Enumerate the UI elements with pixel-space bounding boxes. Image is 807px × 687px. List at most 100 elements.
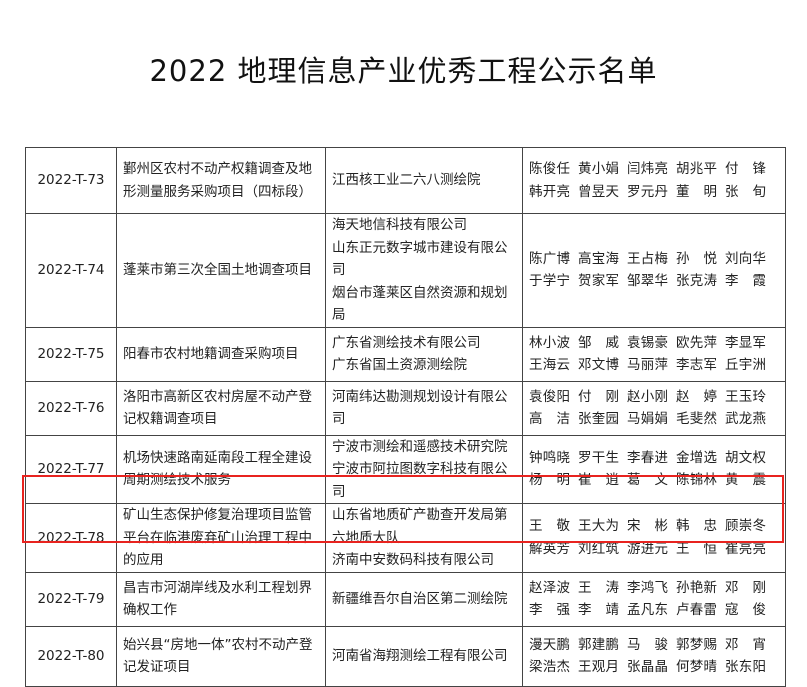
organization: 江西核工业二六八测绘院 <box>332 172 481 189</box>
organizations: 新疆维吾尔自治区第二测绘院 <box>325 571 523 627</box>
organization: 广东省测绘技术有限公司 <box>332 334 481 351</box>
organizations: 河南纬达勘测规划设计有限公司 <box>325 380 523 436</box>
person-name: 张克涛 <box>676 273 717 290</box>
person-name: 赵小刚 <box>627 388 668 405</box>
personnel-line: 韩开亮 曾昱天 罗元丹 董明 张旬 <box>529 181 779 204</box>
organization: 山东正元数字城市建设有限公司 <box>332 239 508 279</box>
table-row: 2022-T-78 矿山生态保护修复治理项目监管平台在临港废弃矿山治理工程中的应用… <box>25 503 786 573</box>
project-name: 洛阳市高新区农村房屋不动产登记权籍调查项目 <box>116 380 326 436</box>
person-name: 韩忠 <box>676 518 717 535</box>
person-name: 黄震 <box>725 472 766 489</box>
person-name: 漫天鹏 <box>529 636 570 653</box>
organizations: 广东省测绘技术有限公司 广东省国土资源测绘院 <box>325 326 523 382</box>
personnel: 漫天鹏 郭建鹏 马骏 郭梦赐 邓宵 梁浩杰 王观月 张晶晶 何梦晴 张东阳 <box>522 625 786 687</box>
person-name: 胡兆平 <box>676 161 717 177</box>
person-name: 李志军 <box>676 357 717 373</box>
person-name: 于学宁 <box>529 273 570 290</box>
person-name: 崔逍 <box>578 472 619 489</box>
person-name: 钟鸣晓 <box>529 449 570 466</box>
person-name: 金增选 <box>676 449 717 466</box>
personnel-line: 袁俊阳 付刚 赵小刚 赵婷 王玉玲 <box>529 386 779 409</box>
personnel-line: 林小波 邹威 袁锡豪 欧先萍 李显军 <box>529 332 779 355</box>
personnel-line: 梁浩杰 王观月 张晶晶 何梦晴 张东阳 <box>529 656 779 679</box>
person-name: 寇俊 <box>725 602 766 618</box>
person-name: 马娟娟 <box>627 411 668 427</box>
person-name: 武龙燕 <box>725 411 766 427</box>
page-title: 2022 地理信息产业优秀工程公示名单 <box>149 54 658 88</box>
personnel-line: 赵泽波 王涛 李鸿飞 孙艳新 邓刚 <box>529 577 779 600</box>
person-name: 董明 <box>676 183 717 200</box>
person-name: 张旬 <box>725 183 766 200</box>
personnel-line: 漫天鹏 郭建鹏 马骏 郭梦赐 邓宵 <box>529 634 779 657</box>
personnel-line: 李强 李靖 孟凡东 卢春雷 寇俊 <box>529 599 779 622</box>
person-name: 刘向华 <box>725 250 766 267</box>
person-name: 王敬 <box>529 518 570 535</box>
person-name: 袁俊阳 <box>529 388 570 405</box>
organization: 河南省海翔测绘工程有限公司 <box>332 647 508 664</box>
personnel-line: 陈广博 高宝海 王占梅 孙悦 刘向华 <box>529 248 779 271</box>
person-name: 李靖 <box>578 602 619 618</box>
personnel-line: 解英芳 刘红筑 游进元 王恒 崔亮亮 <box>529 538 779 561</box>
person-name: 王大为 <box>578 518 619 535</box>
personnel: 陈广博 高宝海 王占梅 孙悦 刘向华 于学宁 贺家军 邹翠华 张克涛 李霞 <box>522 213 786 328</box>
organization: 山东省地质矿产勘查开发局第六地质大队 <box>332 507 508 546</box>
project-name: 鄞州区农村不动产权籍调查及地形测量服务采购项目（四标段） <box>116 147 326 214</box>
personnel-line: 高洁 张奎园 马娟娟 毛斐然 武龙燕 <box>529 408 779 431</box>
person-name: 孙艳新 <box>676 579 717 596</box>
personnel-line: 于学宁 贺家军 邹翠华 张克涛 李霞 <box>529 270 779 293</box>
project-code: 2022-T-75 <box>25 326 117 382</box>
organization: 宁波市测绘和遥感技术研究院 <box>332 438 508 455</box>
table-row: 2022-T-76 洛阳市高新区农村房屋不动产登记权籍调查项目 河南纬达勘测规划设计… <box>25 380 786 436</box>
personnel-line: 杨明 崔逍 葛文 陈锦林 黄震 <box>529 469 779 492</box>
table-row: 2022-T-73 鄞州区农村不动产权籍调查及地形测量服务采购项目（四标段） 江西核… <box>25 147 786 214</box>
person-name: 贺家军 <box>578 273 619 290</box>
personnel: 钟鸣晓 罗干生 李春进 金增选 胡文权 杨明 崔逍 葛文 陈锦林 黄震 <box>522 434 786 504</box>
person-name: 陈俊任 <box>529 161 570 177</box>
organization: 河南纬达勘测规划设计有限公司 <box>332 388 508 428</box>
project-code: 2022-T-73 <box>25 147 117 214</box>
organizations: 山东省地质矿产勘查开发局第六地质大队济南中安数码科技有限公司 <box>325 503 523 573</box>
organizations: 江西核工业二六八测绘院 <box>325 147 523 214</box>
person-name: 李鸿飞 <box>627 579 668 596</box>
organization: 济南中安数码科技有限公司 <box>332 552 494 568</box>
person-name: 崔亮亮 <box>725 540 766 557</box>
person-name: 邓宵 <box>725 636 766 653</box>
person-name: 李强 <box>529 602 570 618</box>
personnel: 陈俊任 黄小娟 闫炜亮 胡兆平 付锋 韩开亮 曾昱天 罗元丹 董明 张旬 <box>522 147 786 214</box>
person-name: 袁锡豪 <box>627 334 668 351</box>
project-code: 2022-T-80 <box>25 625 117 687</box>
organizations: 河南省海翔测绘工程有限公司 <box>325 625 523 687</box>
person-name: 李春进 <box>627 449 668 466</box>
person-name: 葛文 <box>627 472 668 489</box>
organizations: 海天地信科技有限公司山东正元数字城市建设有限公司 烟台市蓬莱区自然资源和规划局 <box>325 213 523 328</box>
person-name: 卢春雷 <box>676 602 717 618</box>
person-name: 邹翠华 <box>627 273 668 290</box>
person-name: 陈广博 <box>529 250 570 267</box>
project-name: 阳春市农村地籍调查采购项目 <box>116 326 326 382</box>
personnel: 赵泽波 王涛 李鸿飞 孙艳新 邓刚 李强 李靖 孟凡东 卢春雷 寇俊 <box>522 571 786 627</box>
person-name: 王观月 <box>578 659 619 675</box>
personnel-line: 钟鸣晓 罗干生 李春进 金增选 胡文权 <box>529 447 779 470</box>
person-name: 邓刚 <box>725 579 766 596</box>
person-name: 王恒 <box>676 540 717 557</box>
person-name: 李显军 <box>725 334 766 351</box>
table-row: 2022-T-77 机场快速路南延南段工程全建设周期测绘技术服务 宁波市测绘和遥感技… <box>25 434 786 504</box>
person-name: 罗干生 <box>578 449 619 466</box>
table-row: 2022-T-79 昌吉市河湖岸线及水利工程划界确权工作 新疆维吾尔自治区第二测绘院… <box>25 571 786 627</box>
project-code: 2022-T-79 <box>25 571 117 627</box>
organization: 新疆维吾尔自治区第二测绘院 <box>332 590 508 607</box>
project-code: 2022-T-74 <box>25 213 117 328</box>
personnel: 王敬 王大为 宋彬 韩忠 顾崇冬 解英芳 刘红筑 游进元 王恒 崔亮亮 <box>522 503 786 573</box>
person-name: 赵婷 <box>676 388 717 405</box>
person-name: 欧先萍 <box>676 334 717 351</box>
project-code: 2022-T-78 <box>25 503 117 573</box>
organization: 海天地信科技有限公司 <box>332 217 467 233</box>
person-name: 王玉玲 <box>725 388 766 405</box>
organization: 烟台市蓬莱区自然资源和规划局 <box>332 284 508 324</box>
person-name: 黄小娟 <box>578 161 619 177</box>
person-name: 邓文博 <box>578 357 619 373</box>
project-name: 蓬莱市第三次全国土地调查项目 <box>116 213 326 328</box>
person-name: 梁浩杰 <box>529 659 570 675</box>
person-name: 王涛 <box>578 579 619 596</box>
personnel-line: 王敬 王大为 宋彬 韩忠 顾崇冬 <box>529 515 779 538</box>
